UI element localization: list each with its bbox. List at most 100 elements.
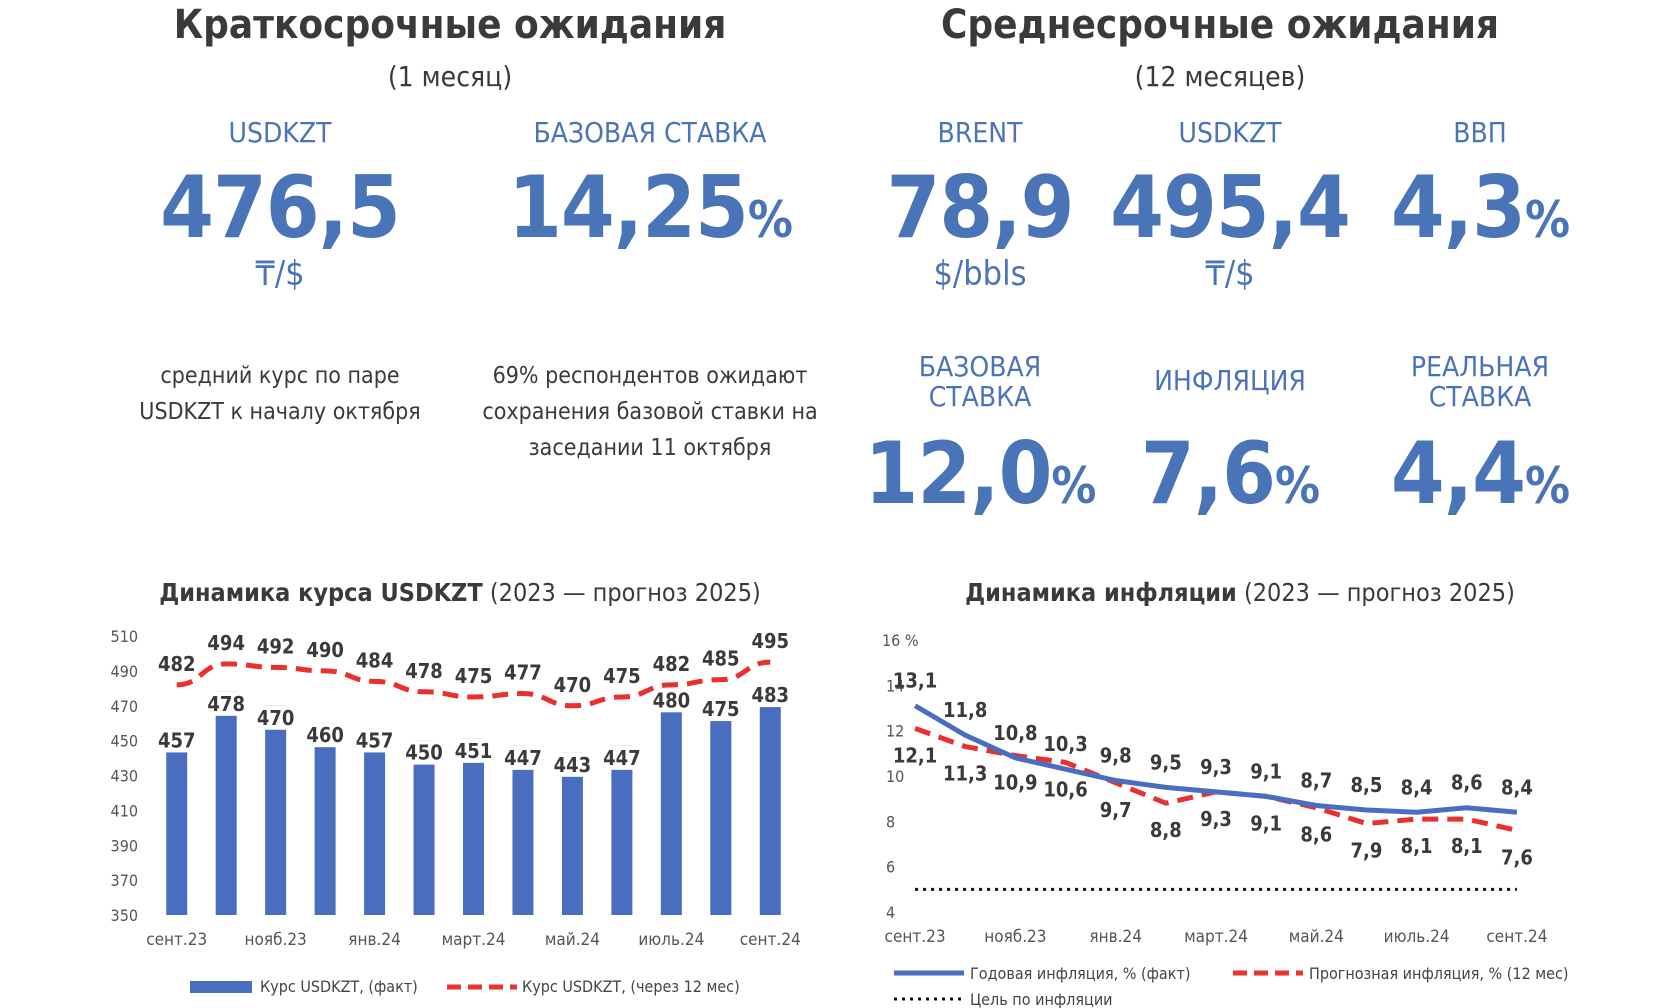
inflation-chart-title-suffix: (2023 — прогноз 2025)	[1243, 578, 1515, 607]
note-line: сохранения базовой ставки на	[482, 399, 818, 425]
line-label: 470	[554, 673, 592, 697]
base-rate-1m-number: 14,25	[508, 158, 749, 258]
gdp-value: 4,3%	[1360, 158, 1600, 258]
y-tick-label: 450	[111, 732, 138, 751]
bar-label-bg	[154, 728, 199, 753]
bar	[759, 683, 781, 915]
x-tick-label: март.24	[442, 930, 506, 950]
real-rate-number: 4,4	[1390, 424, 1526, 524]
legend-forecast-label: Прогнозная инфляция, % (12 мес)	[1309, 964, 1569, 983]
base-rate-12m-value: 12,0%	[860, 424, 1100, 524]
line-label: 475	[603, 664, 641, 688]
percent-sign: %	[1524, 457, 1570, 515]
bar-label: 443	[554, 753, 592, 777]
bar-label: 460	[306, 723, 344, 747]
actual-label: 11,8	[943, 698, 987, 722]
y-tick-label: 370	[111, 871, 138, 890]
percent-sign: %	[1274, 457, 1320, 515]
usdkzt-chart-title-main: Динамика курса USDKZT	[159, 578, 483, 607]
line-label: 485	[702, 647, 740, 671]
bar-label: 457	[158, 728, 196, 752]
actual-label: 9,8	[1100, 744, 1132, 768]
brent-label: BRENT	[937, 116, 1023, 149]
bar-label-bg	[649, 688, 694, 713]
actual-label: 8,5	[1351, 773, 1383, 797]
usdkzt-chart-title-suffix: (2023 — прогноз 2025)	[489, 578, 761, 607]
bar-label: 447	[504, 746, 542, 770]
line-label: 495	[751, 629, 789, 653]
bar-label: 447	[603, 746, 641, 770]
actual-label: 8,4	[1401, 775, 1433, 799]
bar-label: 450	[405, 741, 443, 765]
forecast-label: 9,1	[1250, 811, 1282, 835]
gdp-label: ВВП	[1453, 116, 1507, 149]
forecast-label: 8,1	[1451, 834, 1483, 858]
bar	[660, 688, 682, 915]
x-tick-label: сент.23	[146, 930, 207, 950]
forecast-label: 12,1	[893, 743, 937, 767]
x-tick-label: май.24	[1289, 927, 1344, 947]
base-rate-12m-label: БАЗОВАЯ СТАВКА	[880, 352, 1080, 412]
bar-label-bg	[402, 740, 447, 765]
note-line: средний курс по паре	[160, 363, 400, 389]
base-rate-1m-label: БАЗОВАЯ СТАВКА	[533, 116, 767, 149]
usdkzt-12m-value: 495,4	[1110, 158, 1351, 258]
base-rate-1m-value: 14,25%	[480, 158, 820, 258]
forecast-label: 7,9	[1351, 839, 1383, 863]
label-line: РЕАЛЬНАЯ	[1410, 350, 1550, 383]
mid-term-title: Среднесрочные ожидания	[940, 2, 1500, 48]
y-tick-label: 4	[886, 903, 895, 922]
line-label: 492	[257, 634, 295, 658]
forecast-label: 10,9	[993, 771, 1037, 795]
legend-bar-label: Курс USDKZT, (факт)	[260, 977, 418, 996]
bar	[710, 697, 732, 915]
bar-label-bg	[748, 683, 793, 708]
y-tick-label: 470	[111, 697, 138, 716]
y-tick-label: 430	[111, 767, 138, 786]
usdkzt-12m-label: USDKZT	[1178, 116, 1282, 149]
line-label: 484	[356, 648, 394, 672]
bar	[561, 752, 583, 915]
brent-unit: $/bbls	[933, 254, 1027, 294]
label-line: ИНФЛЯЦИЯ	[1154, 364, 1306, 397]
note-line: заседании 11 октября	[528, 435, 772, 461]
y-tick-label: 510	[111, 627, 138, 646]
percent-sign: %	[1524, 191, 1570, 249]
forecast-label: 8,1	[1401, 834, 1433, 858]
x-tick-label: янв.24	[348, 930, 401, 950]
usdkzt-1m-value: 476,5	[160, 158, 401, 258]
line-label: 494	[207, 631, 245, 655]
line-label: 475	[455, 664, 493, 688]
short-term-title: Краткосрочные ожидания	[173, 2, 727, 48]
actual-label: 9,5	[1150, 750, 1182, 774]
bar-label-bg	[303, 723, 348, 748]
inflation-12m-value: 7,6%	[1110, 424, 1350, 524]
line-label: 482	[158, 652, 196, 676]
bar-label: 478	[207, 692, 245, 716]
actual-label: 8,7	[1300, 768, 1332, 792]
bar-label-bg	[253, 705, 298, 730]
usdkzt-1m-unit: ₸/$	[255, 254, 305, 294]
bar-label: 470	[257, 706, 295, 730]
x-tick-label: май.24	[545, 930, 600, 950]
bar-label-bg	[500, 745, 545, 770]
y-tick-label: 410	[111, 801, 138, 820]
bar	[215, 691, 237, 915]
y-tick-label: 14	[886, 676, 904, 695]
bar-label-bg	[599, 745, 644, 770]
legend-line-label: Курс USDKZT, (через 12 мес)	[522, 977, 740, 996]
legend-bar-swatch	[190, 981, 252, 993]
usdkzt-chart-title: Динамика курса USDKZT (2023 — прогноз 20…	[100, 578, 820, 607]
forecast-label: 7,6	[1501, 845, 1533, 869]
actual-label: 8,4	[1501, 775, 1533, 799]
y-tick-label: 390	[111, 836, 138, 855]
y-tick-label: 8	[886, 812, 895, 831]
x-tick-label: март.24	[1184, 927, 1248, 947]
legend-actual-label: Годовая инфляция, % (факт)	[970, 964, 1190, 983]
actual-label: 9,1	[1250, 759, 1282, 783]
forecast-label: 8,8	[1150, 818, 1182, 842]
bar-label-bg	[352, 728, 397, 753]
inflation-12m-label: ИНФЛЯЦИЯ	[1110, 366, 1350, 396]
bar-label: 451	[455, 739, 493, 763]
